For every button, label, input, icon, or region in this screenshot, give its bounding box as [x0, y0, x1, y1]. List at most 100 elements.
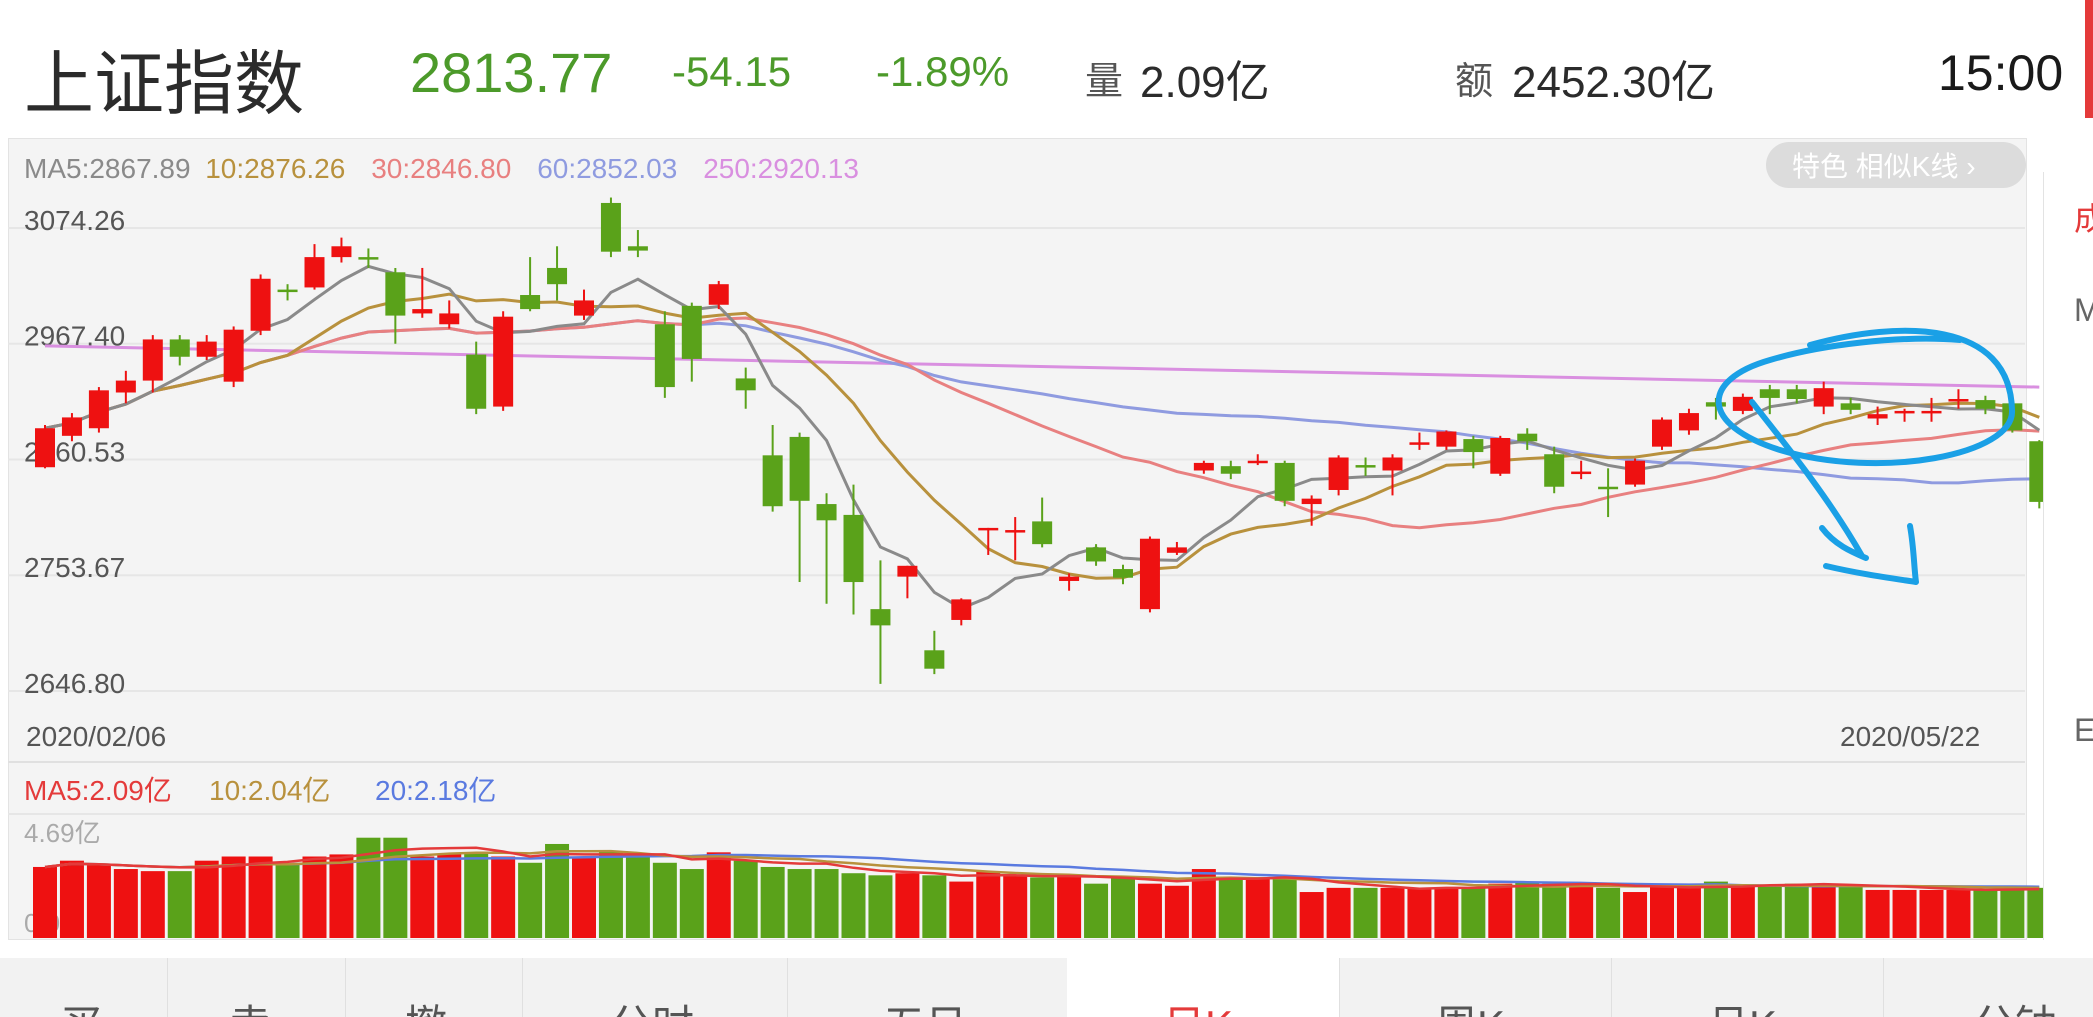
similar-kline-button[interactable]: 特色 相似K线 › [1766, 142, 2026, 188]
tab-cancel[interactable]: 撤 [345, 958, 523, 1017]
kline-panel[interactable] [8, 138, 2027, 940]
tab-five-day[interactable]: 五日 [787, 958, 1068, 1017]
last-price: 2813.77 [410, 41, 613, 104]
candle [520, 257, 541, 312]
volume-bar [1137, 883, 1162, 938]
candle-body [1921, 410, 1942, 414]
candle [1463, 435, 1484, 469]
candle [1409, 432, 1430, 450]
candle [1652, 417, 1672, 450]
market-time: 15:00 [1938, 45, 2064, 101]
index-title: 上证指数 [24, 45, 304, 123]
candle [1059, 573, 1080, 591]
candle-body [1301, 498, 1322, 505]
similar-kline-label: 特色 相似K线 › [1792, 151, 1976, 182]
candle [223, 326, 244, 388]
kline-chart[interactable]: MA5:2867.89 10:2876.26 30:2846.80 60:2852.0… [0, 0, 2093, 958]
candle [547, 246, 568, 301]
tab-sell[interactable]: 卖 [167, 958, 346, 1017]
volume-bar [1838, 885, 1863, 938]
ma-legend-item: 60:2852.03 [537, 153, 677, 184]
candle-body [1652, 419, 1672, 447]
candle-body [735, 378, 756, 391]
candle [600, 197, 621, 258]
vol-legend-item: 20:2.18亿 [375, 775, 496, 806]
volume-bar [572, 856, 596, 938]
candle-body [115, 380, 136, 393]
volume-bar [1811, 883, 1836, 938]
candle [951, 598, 972, 626]
candle-body [951, 599, 972, 620]
volume-bar [949, 881, 974, 938]
candle [1625, 458, 1646, 487]
candle [1571, 460, 1592, 480]
candle-body [816, 504, 837, 521]
volume-bar [1057, 875, 1082, 938]
volume-bar [1973, 889, 1998, 938]
tab-monthly-k[interactable]: 月K [1611, 958, 1884, 1017]
tab-weekly-k[interactable]: 周K [1339, 958, 1612, 1017]
candle-body [385, 272, 406, 316]
tab-intraday[interactable]: 分时 [522, 958, 788, 1017]
candle [708, 280, 729, 310]
side-label-1: 成 [2074, 201, 2093, 237]
ma30-line [44, 316, 2040, 530]
candle-body [331, 246, 352, 258]
volume-bar [1892, 889, 1917, 938]
candle [169, 335, 190, 366]
volume-bar [1245, 877, 1270, 938]
candle-body [1571, 471, 1592, 475]
volume-bar [1569, 883, 1594, 938]
date-end: 2020/05/22 [1840, 721, 1980, 752]
volume-bar [1030, 877, 1055, 938]
candle-body [1059, 576, 1080, 581]
candle-body [897, 565, 918, 577]
candle [35, 424, 55, 469]
candle [1032, 497, 1053, 548]
tab-buy[interactable]: 买 [0, 958, 168, 1017]
candle-body [574, 300, 594, 316]
candle-body [466, 354, 487, 409]
candle [1274, 460, 1295, 507]
candle-body [1113, 569, 1133, 578]
candle [1247, 454, 1268, 466]
candle-body [978, 527, 999, 531]
candle [277, 284, 298, 301]
candle [115, 370, 136, 404]
volume-bar [895, 873, 920, 938]
candle [816, 493, 837, 604]
candle-body [1220, 466, 1241, 474]
candle [1220, 460, 1241, 480]
candle [1113, 564, 1133, 585]
tab-minute[interactable]: 分钟 [1883, 958, 2093, 1017]
candle [1301, 495, 1322, 526]
candle-body [1382, 457, 1403, 471]
price-tick: 2646.80 [24, 668, 125, 699]
candle-body [1086, 547, 1107, 562]
volume-bar [1703, 881, 1728, 938]
candle-body [924, 650, 945, 669]
candle [1490, 435, 1511, 476]
candle [1732, 393, 1753, 415]
volume-bar [1111, 877, 1135, 938]
candle-body [88, 390, 109, 429]
candle-body [1517, 433, 1538, 442]
candle [1894, 408, 1915, 422]
ma-legend-item: MA5:2867.89 [24, 153, 191, 184]
candle [1678, 408, 1699, 435]
price-change: -54.15 [672, 48, 792, 95]
volume-bar [1623, 892, 1648, 938]
vol-ma20-line [44, 853, 2040, 888]
annotation-circle [1715, 327, 2016, 467]
candle-body [196, 341, 217, 357]
tab-daily-k[interactable]: 日K [1067, 958, 1340, 1017]
candle-body [1732, 396, 1753, 411]
vol-legend-item: MA5:2.09亿 [24, 775, 172, 806]
volume-bar [598, 852, 623, 938]
vol-ma5-line [44, 846, 2040, 892]
candle [735, 367, 756, 409]
candle [1193, 460, 1214, 474]
volume-bar [464, 852, 489, 938]
amount-value: 2452.30亿 [1512, 58, 1716, 107]
volume-bar [760, 866, 785, 938]
